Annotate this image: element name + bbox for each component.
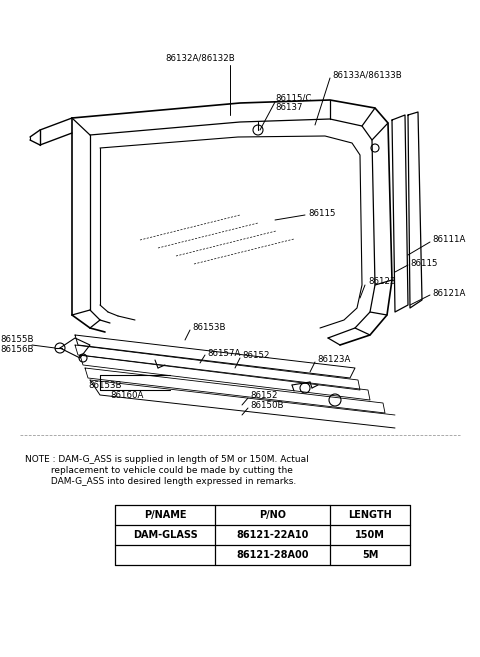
- Text: 86155B: 86155B: [0, 336, 34, 344]
- Text: 86156B: 86156B: [0, 344, 34, 353]
- Text: 86111A: 86111A: [432, 235, 466, 244]
- Text: 86123: 86123: [368, 277, 396, 286]
- Text: 86152: 86152: [242, 350, 269, 359]
- Text: P/NO: P/NO: [259, 510, 286, 520]
- Text: 86153B: 86153B: [88, 380, 121, 390]
- Text: 86160A: 86160A: [110, 390, 144, 399]
- Text: 86115: 86115: [410, 258, 437, 267]
- Text: P/NAME: P/NAME: [144, 510, 186, 520]
- Text: 86121A: 86121A: [432, 288, 466, 298]
- Text: LENGTH: LENGTH: [348, 510, 392, 520]
- Text: 86153B: 86153B: [192, 323, 226, 332]
- Text: 86115/C: 86115/C: [275, 93, 312, 102]
- Text: 86115: 86115: [308, 208, 336, 217]
- Text: 86123A: 86123A: [317, 355, 350, 365]
- Text: 86133A/86133B: 86133A/86133B: [332, 70, 402, 79]
- Text: 86152: 86152: [250, 392, 277, 401]
- Text: 86121-28A00: 86121-28A00: [236, 550, 309, 560]
- Text: 86157A: 86157A: [207, 348, 240, 357]
- Text: 150M: 150M: [355, 530, 385, 540]
- Text: 86132A/86132B: 86132A/86132B: [165, 53, 235, 62]
- Text: 86150B: 86150B: [250, 401, 284, 411]
- Text: DAM-G_ASS into desired length expressed in remarks.: DAM-G_ASS into desired length expressed …: [25, 477, 296, 486]
- Text: replacement to vehicle could be made by cutting the: replacement to vehicle could be made by …: [25, 466, 293, 475]
- Text: 86137: 86137: [275, 102, 302, 112]
- Text: 86121-22A10: 86121-22A10: [236, 530, 309, 540]
- Text: 5M: 5M: [362, 550, 378, 560]
- Text: DAM-GLASS: DAM-GLASS: [132, 530, 197, 540]
- Text: NOTE : DAM-G_ASS is supplied in length of 5M or 150M. Actual: NOTE : DAM-G_ASS is supplied in length o…: [25, 455, 309, 464]
